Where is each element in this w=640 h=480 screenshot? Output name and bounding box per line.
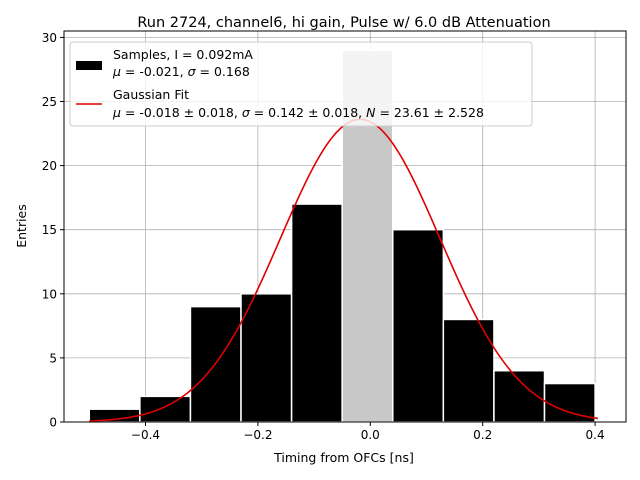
x-axis-label: Timing from OFCs [ns] [273, 450, 414, 465]
legend-stat-part-1-2: σ [242, 105, 251, 120]
legend-stat-part-0-0: μ [112, 64, 121, 79]
legend: Samples, I = 0.092mA μ = -0.021, σ = 0.1… [69, 41, 533, 127]
legend-samples-swatch [76, 61, 102, 70]
legend-stat-part-1-3: = 0.142 ± 0.018, [250, 105, 366, 120]
legend-fit-stats: μ = -0.018 ± 0.018, σ = 0.142 ± 0.018, N… [112, 105, 484, 120]
x-tick-label-0: −0.4 [131, 428, 160, 442]
y-tick-label-0: 0 [49, 416, 57, 430]
x-tick-label-2: 0.0 [361, 428, 380, 442]
legend-box [69, 41, 533, 127]
legend-stat-part-0-3: = 0.168 [196, 64, 250, 79]
y-tick-label-3: 15 [42, 223, 57, 237]
histogram-bar-9 [543, 382, 596, 423]
legend-stat-part-1-5: = 23.61 ± 2.528 [375, 105, 483, 120]
y-tick-label-5: 25 [42, 95, 57, 109]
legend-stat-part-1-0: μ [112, 105, 121, 120]
legend-stat-part-1-1: = -0.018 ± 0.018, [121, 105, 242, 120]
y-tick-label-4: 20 [42, 159, 57, 173]
x-tick-label-1: −0.2 [243, 428, 272, 442]
legend-stat-part-1-4: N [366, 105, 376, 120]
legend-samples-stats: μ = -0.021, σ = 0.168 [112, 64, 250, 79]
legend-stat-part-0-1: = -0.021, [121, 64, 188, 79]
histogram-bar-3 [240, 293, 293, 423]
x-tick-label-3: 0.2 [473, 428, 492, 442]
histogram-bar-1 [139, 395, 192, 423]
y-tick-label-6: 30 [42, 31, 57, 45]
y-axis-label: Entries [14, 204, 29, 248]
y-axis-ticks: 0 5 10 15 20 25 30 [42, 31, 64, 430]
x-axis-ticks: −0.4 −0.2 0.0 0.2 0.4 [131, 422, 605, 442]
histogram-bar-4 [290, 203, 343, 423]
legend-fit-line1: Gaussian Fit [113, 87, 189, 102]
histogram-bar-8 [493, 369, 546, 423]
y-tick-label-2: 10 [42, 287, 57, 301]
axes-frame [63, 30, 627, 423]
y-tick-label-1: 5 [49, 351, 57, 365]
x-tick-label-4: 0.4 [586, 428, 605, 442]
legend-stat-part-0-2: σ [188, 64, 197, 79]
legend-samples-line1: Samples, I = 0.092mA [113, 47, 253, 62]
histogram-bar-6 [392, 228, 445, 423]
chart-title: Run 2724, channel6, hi gain, Pulse w/ 6.… [137, 15, 550, 31]
